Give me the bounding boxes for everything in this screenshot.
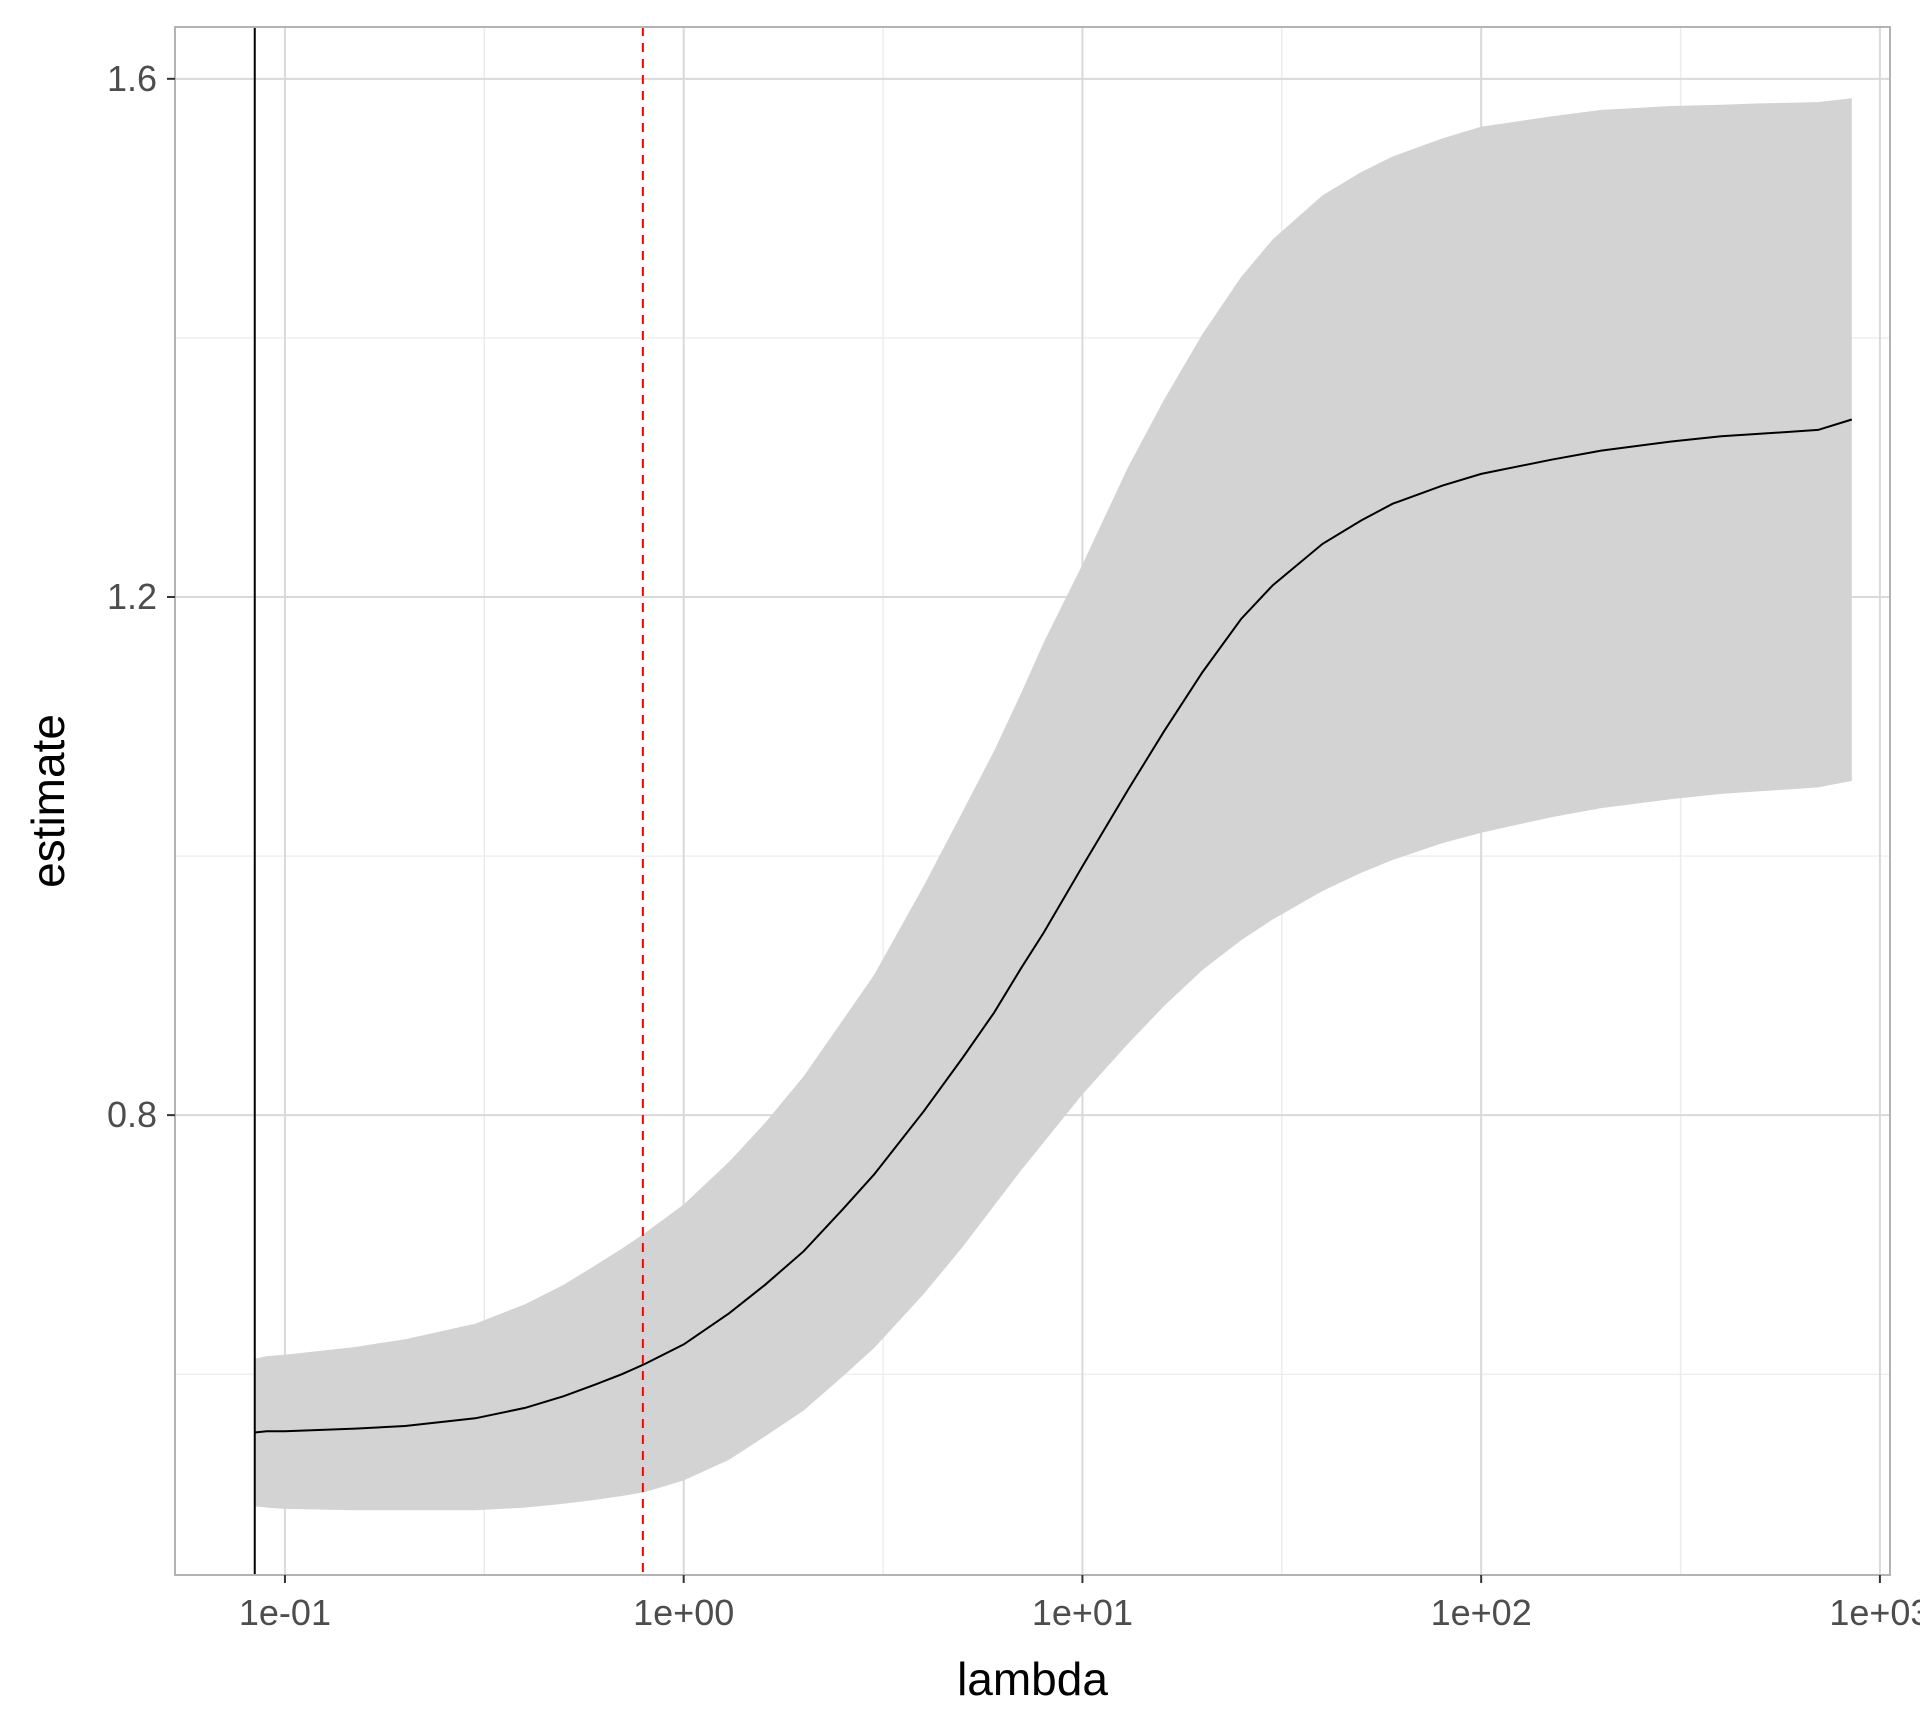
x-tick-label: 1e+01: [1032, 1592, 1133, 1633]
confidence-ribbon: [254, 98, 1852, 1511]
y-tick-label: 1.2: [107, 576, 157, 617]
plot-border: [174, 26, 1891, 1576]
estimate-line-layer: [254, 418, 1853, 1434]
y-axis-ticks: 0.8 1.2 1.6: [107, 58, 175, 1135]
x-tick-label: 1e+03: [1829, 1592, 1920, 1633]
x-axis-ticks: 1e-01 1e+00 1e+01 1e+02 1e+03: [239, 1575, 1920, 1633]
x-tick-label: 1e+02: [1431, 1592, 1532, 1633]
estimate-line: [254, 418, 1853, 1434]
y-axis-title: estimate: [22, 714, 74, 888]
y-tick-label: 0.8: [107, 1094, 157, 1135]
x-axis-title: lambda: [957, 1653, 1108, 1705]
reference-lines-layer: [253, 27, 644, 1575]
x-tick-label: 1e+00: [633, 1592, 734, 1633]
x-tick-label: 1e-01: [239, 1592, 331, 1633]
confidence-ribbon-layer: [254, 98, 1852, 1511]
y-tick-label: 1.6: [107, 58, 157, 99]
